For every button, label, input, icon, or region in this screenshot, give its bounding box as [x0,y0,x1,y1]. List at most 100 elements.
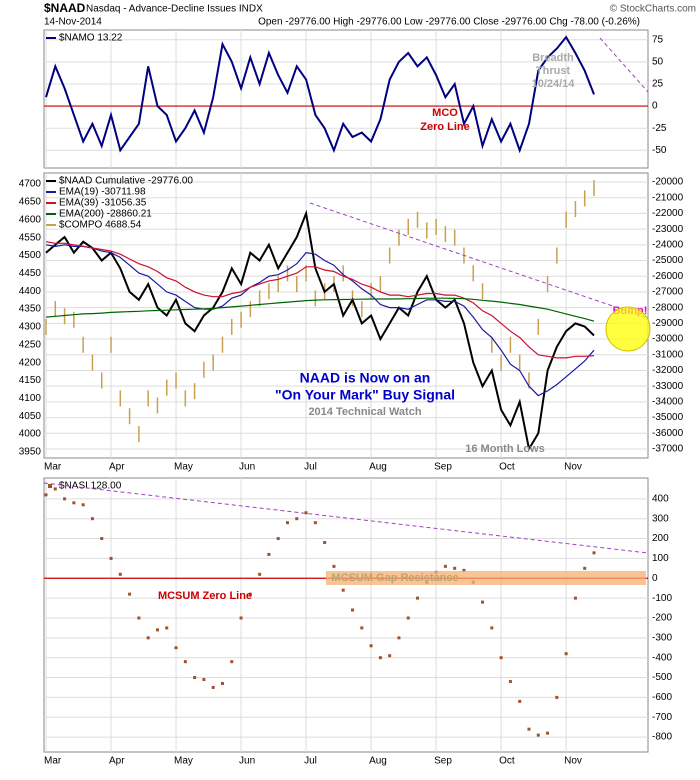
marks: -50 -25 0 25 50 75 $NAMO 13.22 BreadthThrust10/… [19,30,684,767]
y2-tick-label: -23000 [652,224,684,235]
dot [63,497,67,501]
dot [443,564,447,568]
trend-line [599,37,649,93]
series-line [45,209,595,452]
annotation: 10/24/14 [532,78,576,90]
dot [183,660,187,664]
y2-tick-label: -36000 [652,428,684,439]
annotation: Breadth [532,52,574,64]
annotation: 16 Month Lows [465,443,544,455]
annotation: NAAD is Now on an [300,370,431,386]
annotation: MCSUM Zero Line [158,590,252,602]
legend-label: $NAMO 13.22 [59,33,123,44]
panel-frame [43,477,649,753]
y2-tick-label: -32000 [652,365,684,376]
y-tick-label: 75 [652,34,664,45]
x-tick-label: Nov [564,756,582,767]
y-tick-label: 4500 [19,250,42,261]
y2-tick-label: -20000 [652,177,684,188]
y-tick-label: 4000 [19,429,42,440]
dot [546,731,550,735]
dot [499,656,503,660]
dot [583,566,587,570]
y2-tick-label: -28000 [652,302,684,313]
annotation: 2014 Technical Watch [308,406,421,418]
dot [332,564,336,568]
y2-tick-label: -27000 [652,287,684,298]
dot [211,685,215,689]
legend-label: $NASI 128.00 [59,481,122,492]
legend-label: $COMPO 4688.54 [59,220,142,231]
legend-label: EMA(39) -31056.35 [59,198,147,209]
dot [165,626,169,630]
y2-tick-label: -35000 [652,412,684,423]
x-tick-label: Nov [564,462,582,473]
annotation: MCO [432,107,458,119]
x-tick-label: Jun [239,756,255,767]
dot [53,487,57,491]
x-tick-label: Oct [499,756,515,767]
x-tick-label: May [174,756,193,767]
symbol: $NAAD [44,1,86,15]
dot [258,572,262,576]
y-tick-label: 4600 [19,214,42,225]
dot [100,537,104,541]
y-tick-label: 0 [652,573,658,584]
dot [276,537,280,541]
x-tick-label: Jun [239,462,255,473]
dot [388,654,392,658]
y-tick-label: 4550 [19,232,42,243]
y-tick-label: -50 [652,145,667,156]
dot [341,588,345,592]
x-tick-label: Oct [499,462,515,473]
y-tick-label: 4150 [19,375,42,386]
y-tick-label: -25 [652,123,667,134]
x-tick-label: Mar [44,462,62,473]
y-tick-label: -700 [652,712,672,723]
y2-tick-label: -31000 [652,349,684,360]
y-tick-label: 4050 [19,411,42,422]
x-tick-label: Mar [44,756,62,767]
y-tick-label: -200 [652,613,672,624]
dot [128,592,132,596]
dot [481,600,485,604]
y-tick-label: -600 [652,692,672,703]
index-name: Nasdaq - Advance-Decline Issues INDX [86,4,263,15]
y-tick-label: 0 [652,101,658,112]
series-line [45,241,595,359]
dot [118,572,122,576]
y2-tick-label: -21000 [652,192,684,203]
dot [230,660,234,664]
gap-band [326,571,646,585]
x-tick-label: Apr [109,462,125,473]
dot [527,727,531,731]
dot [536,733,540,737]
y-tick-label: -500 [652,672,672,683]
y2-tick-label: -22000 [652,208,684,219]
annotation: Zero Line [420,121,470,133]
x-tick-label: Jul [304,756,317,767]
series-line [45,244,595,397]
y2-tick-label: -26000 [652,271,684,282]
y2-tick-label: -33000 [652,381,684,392]
y-tick-label: 400 [652,493,669,504]
legend-label: $NAAD Cumulative -29776.00 [59,176,193,187]
trend-line [309,202,649,319]
y-tick-label: 4200 [19,357,42,368]
y-tick-label: 4350 [19,304,42,315]
series-line [45,297,595,322]
dot [360,626,364,630]
trend-line [43,482,649,554]
x-tick-label: Sep [434,462,452,473]
dot [369,644,373,648]
dot [518,699,522,703]
x-tick-label: May [174,462,193,473]
dot [378,656,382,660]
dot [490,626,494,630]
y2-tick-label: -24000 [652,239,684,250]
dot [313,521,317,525]
dot [406,616,410,620]
y-tick-label: 4250 [19,339,42,350]
dot [81,503,85,507]
